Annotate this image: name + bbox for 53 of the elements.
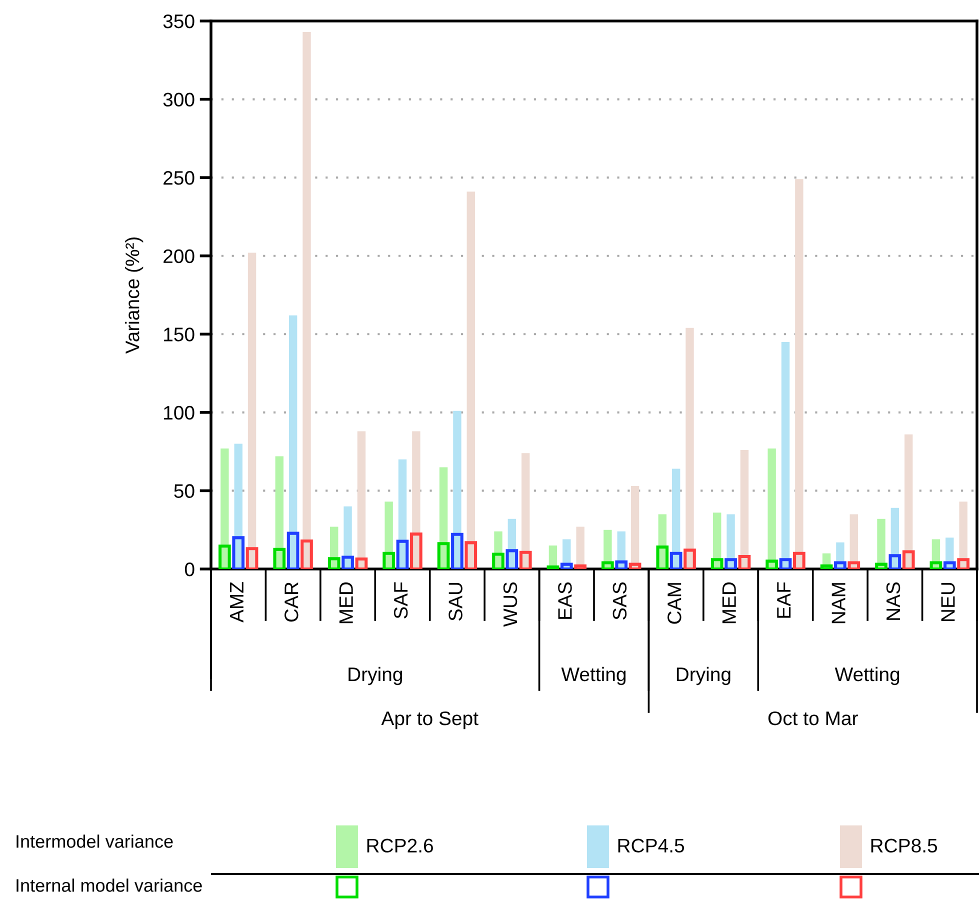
bar [522,453,530,569]
x-tick-label: AMZ [230,582,244,623]
bar [740,450,749,569]
bar [686,328,694,569]
y-tick-label: 350 [163,14,194,28]
y-tick-label: 200 [164,249,194,264]
x-tick-label: EAF [777,582,791,618]
bar [288,315,298,569]
y-tick-label: 250 [164,171,194,185]
x-tick-label: SAU [448,583,462,621]
text: Oct to Mar [768,711,858,726]
bar [412,431,420,569]
bar [453,410,462,569]
y-tick-label: 150 [164,328,194,342]
y-tick-label: 50 [174,484,194,498]
x-tick-label: WUS [503,582,518,627]
x-tick-label: NEU [941,583,955,621]
text: Apr to Sept [381,711,478,730]
x-tick-label: MED [722,582,736,624]
bar [959,502,968,569]
y-tick-label: 100 [164,406,194,420]
legend-label: RCP4.5 [618,838,684,853]
x-tick-label: EAS [558,582,572,619]
x-tick-label: CAM [668,583,682,624]
bar [795,179,804,569]
x-tick-label: SAS [612,582,627,620]
text: Internal model variance [16,878,202,892]
text: Wetting [834,666,900,686]
bar [248,252,256,569]
bar [672,468,680,569]
text: Drying [676,666,730,686]
text: Drying [348,666,402,686]
bar [357,431,366,569]
bar [768,448,776,569]
bar [904,434,913,569]
bar [220,448,229,569]
y-tick-label: 0 [184,562,194,576]
x-tick-label: NAS [886,582,900,620]
bar [275,456,284,569]
bar [781,342,790,569]
text: Wetting [561,666,626,686]
y-tick-label: 300 [163,92,194,107]
x-tick-label: NAM [832,583,846,624]
text: Intermodel variance [16,834,173,848]
x-tick-label: CAR [284,582,298,622]
legend-label: RCP2.6 [367,838,433,853]
y-axis-title: Variance (%²) [125,237,144,354]
x-tick-label: MED [339,582,353,624]
bar [630,486,640,569]
bar [466,192,475,569]
x-tick-label: SAF [394,582,408,618]
legend-label: RCP8.5 [871,838,938,853]
bar [234,444,242,569]
